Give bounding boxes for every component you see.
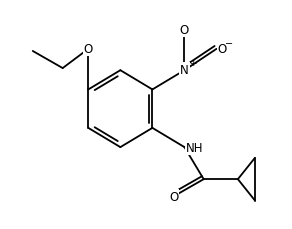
- Text: +: +: [189, 58, 196, 67]
- Text: O: O: [169, 190, 178, 203]
- Text: NH: NH: [185, 141, 203, 154]
- Text: O: O: [84, 43, 93, 56]
- Text: −: −: [225, 39, 233, 49]
- Text: O: O: [218, 43, 227, 56]
- Text: N: N: [180, 63, 189, 76]
- Text: O: O: [180, 24, 189, 37]
